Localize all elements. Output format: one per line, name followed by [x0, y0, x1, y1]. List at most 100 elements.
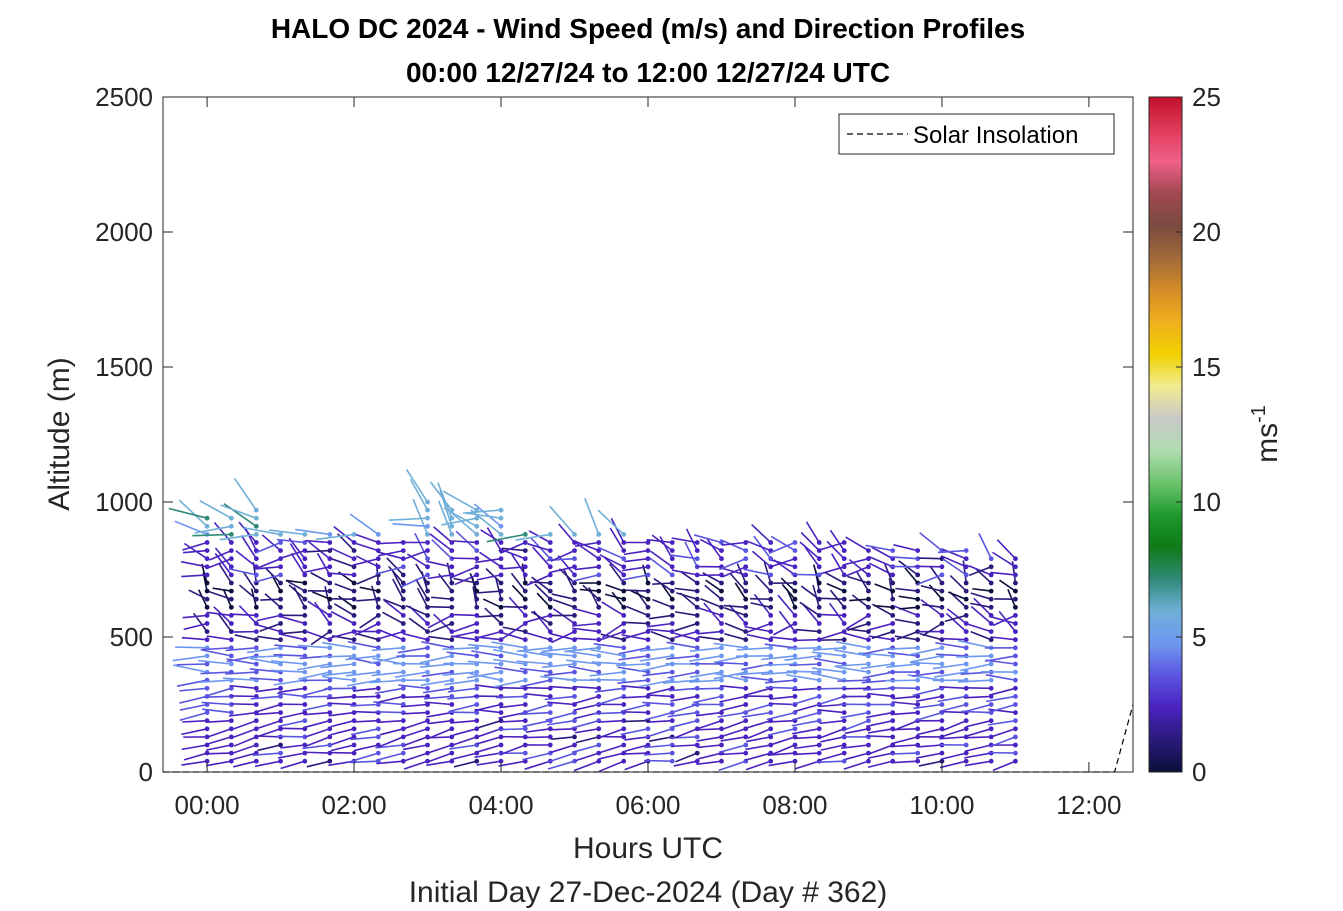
wind-barb-shaft [201, 701, 232, 706]
wind-barb-point [1013, 556, 1018, 562]
wind-barb-point [522, 596, 528, 602]
wind-barb-point [498, 669, 504, 675]
wind-barb-point [351, 580, 357, 586]
wind-barb [285, 579, 308, 586]
wind-barb-shaft [895, 587, 918, 592]
wind-barb-point [988, 564, 994, 570]
wind-barb [482, 598, 504, 610]
wind-barb-shaft [290, 552, 306, 576]
wind-barb-point [669, 540, 675, 545]
wind-barb-shaft [574, 541, 599, 547]
wind-barb-shaft [254, 541, 281, 554]
wind-barb-point [816, 556, 822, 562]
wind-barb-shaft [829, 529, 845, 552]
wind-barb-shaft [874, 583, 893, 592]
wind-barb-shaft [549, 632, 575, 641]
wind-barb-shaft [985, 695, 1016, 703]
wind-barb [333, 603, 357, 618]
wind-barb [424, 701, 455, 707]
wind-barb-point [474, 669, 480, 675]
wind-barb-point [351, 645, 357, 651]
wind-barb [989, 615, 1018, 626]
wind-barb [305, 734, 333, 748]
wind-barb [350, 734, 381, 741]
wind-barb-shaft [624, 719, 649, 723]
wind-barb [233, 477, 259, 513]
wind-barb-shaft [450, 719, 477, 724]
wind-barb-shaft [697, 607, 722, 617]
wind-barb [601, 601, 627, 618]
wind-barb [673, 758, 700, 767]
wind-barb-point [204, 604, 210, 610]
wind-barb [621, 564, 651, 572]
wind-barb-shaft [406, 553, 428, 568]
wind-barb [920, 584, 945, 594]
wind-barb [579, 588, 602, 594]
wind-barb [643, 750, 675, 756]
wind-barb-point [768, 694, 774, 699]
wind-barb [720, 539, 749, 553]
wind-barb-point [1013, 613, 1018, 618]
wind-barb-shaft [579, 588, 599, 592]
wind-barb-shaft [784, 655, 820, 661]
wind-barb-point [596, 653, 602, 659]
wind-barb-point [375, 532, 381, 537]
wind-barb-point [743, 750, 749, 756]
wind-barb-point [915, 758, 921, 764]
wind-barb [525, 613, 553, 623]
wind-barb-shaft [764, 679, 796, 684]
wind-barb [689, 669, 724, 679]
wind-barb [433, 613, 455, 634]
wind-barb [176, 661, 210, 667]
wind-barb-point [621, 532, 627, 537]
wind-barb-shaft [525, 631, 551, 641]
wind-barb-shaft [919, 532, 943, 552]
wind-barb [375, 685, 406, 695]
wind-barb-shaft [842, 632, 869, 641]
wind-barb-point [792, 613, 798, 618]
wind-barb [295, 528, 333, 537]
wind-barb-point [278, 604, 283, 610]
wind-barb-point [572, 621, 577, 626]
wind-barb-point [498, 661, 504, 667]
wind-barb [964, 742, 994, 753]
legend-label: Solar Insolation [913, 122, 1078, 149]
wind-barb-point [572, 645, 577, 651]
wind-barb [824, 571, 847, 586]
wind-barb-point [1013, 588, 1018, 594]
wind-barb-point [841, 718, 847, 724]
wind-barb-shaft [526, 574, 551, 587]
wind-barb [941, 718, 969, 732]
wind-barb-shaft [697, 744, 722, 749]
wind-barb-point [939, 613, 945, 618]
wind-barb-shaft [817, 752, 845, 762]
wind-barb-shaft [689, 671, 722, 679]
wind-barb [650, 630, 675, 643]
wind-barb-point [204, 653, 210, 659]
wind-barb-shaft [206, 719, 232, 723]
wind-barb-point [866, 613, 871, 618]
wind-barb-point [792, 726, 798, 732]
wind-barb-shaft [820, 728, 845, 739]
wind-barb [351, 694, 381, 699]
wind-barb-point [522, 564, 528, 570]
wind-barb [642, 701, 675, 707]
wind-barb [532, 546, 553, 570]
wind-barb-shaft [338, 595, 355, 608]
wind-barb-shaft [254, 711, 281, 716]
wind-barb-shaft [618, 655, 649, 661]
wind-barb-point [768, 734, 774, 740]
wind-barb-shaft [473, 503, 502, 527]
wind-barb-shaft [844, 728, 869, 735]
wind-barb-point [866, 588, 871, 594]
wind-barb [793, 750, 822, 756]
wind-barb [868, 635, 896, 643]
wind-barb [573, 637, 602, 643]
wind-barb-point [327, 742, 333, 748]
wind-barb [763, 561, 774, 586]
wind-barb [356, 596, 381, 602]
wind-barb-shaft [611, 591, 625, 608]
wind-barb-shaft [867, 692, 893, 698]
wind-barb [375, 750, 406, 762]
wind-barb-shaft [541, 647, 575, 653]
